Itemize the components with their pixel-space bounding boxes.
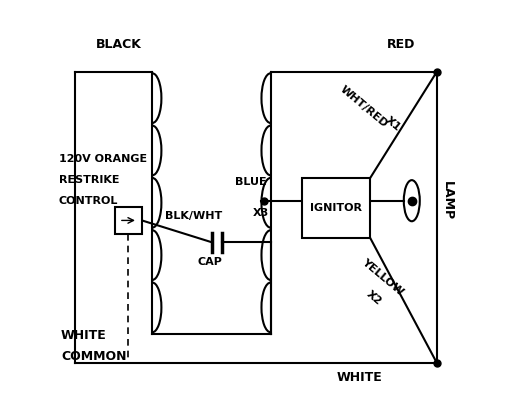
- Text: X3: X3: [252, 208, 269, 218]
- Text: BLACK: BLACK: [96, 38, 142, 51]
- Text: X2: X2: [365, 289, 384, 307]
- Text: CAP: CAP: [198, 257, 223, 267]
- Text: WHITE: WHITE: [337, 371, 383, 384]
- Text: BLUE: BLUE: [235, 177, 267, 187]
- Text: WHT/RED: WHT/RED: [338, 84, 390, 130]
- Bar: [302, 178, 370, 238]
- Text: YELLOW: YELLOW: [360, 257, 405, 298]
- Text: WHITE: WHITE: [61, 329, 107, 342]
- Text: 120V ORANGE: 120V ORANGE: [59, 154, 147, 164]
- Text: IGNITOR: IGNITOR: [310, 203, 362, 213]
- Text: CONTROL: CONTROL: [59, 196, 118, 206]
- Text: X1: X1: [384, 115, 402, 133]
- Text: RESTRIKE: RESTRIKE: [59, 175, 119, 185]
- Text: RED: RED: [387, 38, 415, 51]
- Bar: [115, 207, 142, 234]
- Text: BLK/WHT: BLK/WHT: [165, 212, 222, 222]
- Text: LAMP: LAMP: [440, 181, 454, 220]
- Text: COMMON: COMMON: [61, 350, 126, 363]
